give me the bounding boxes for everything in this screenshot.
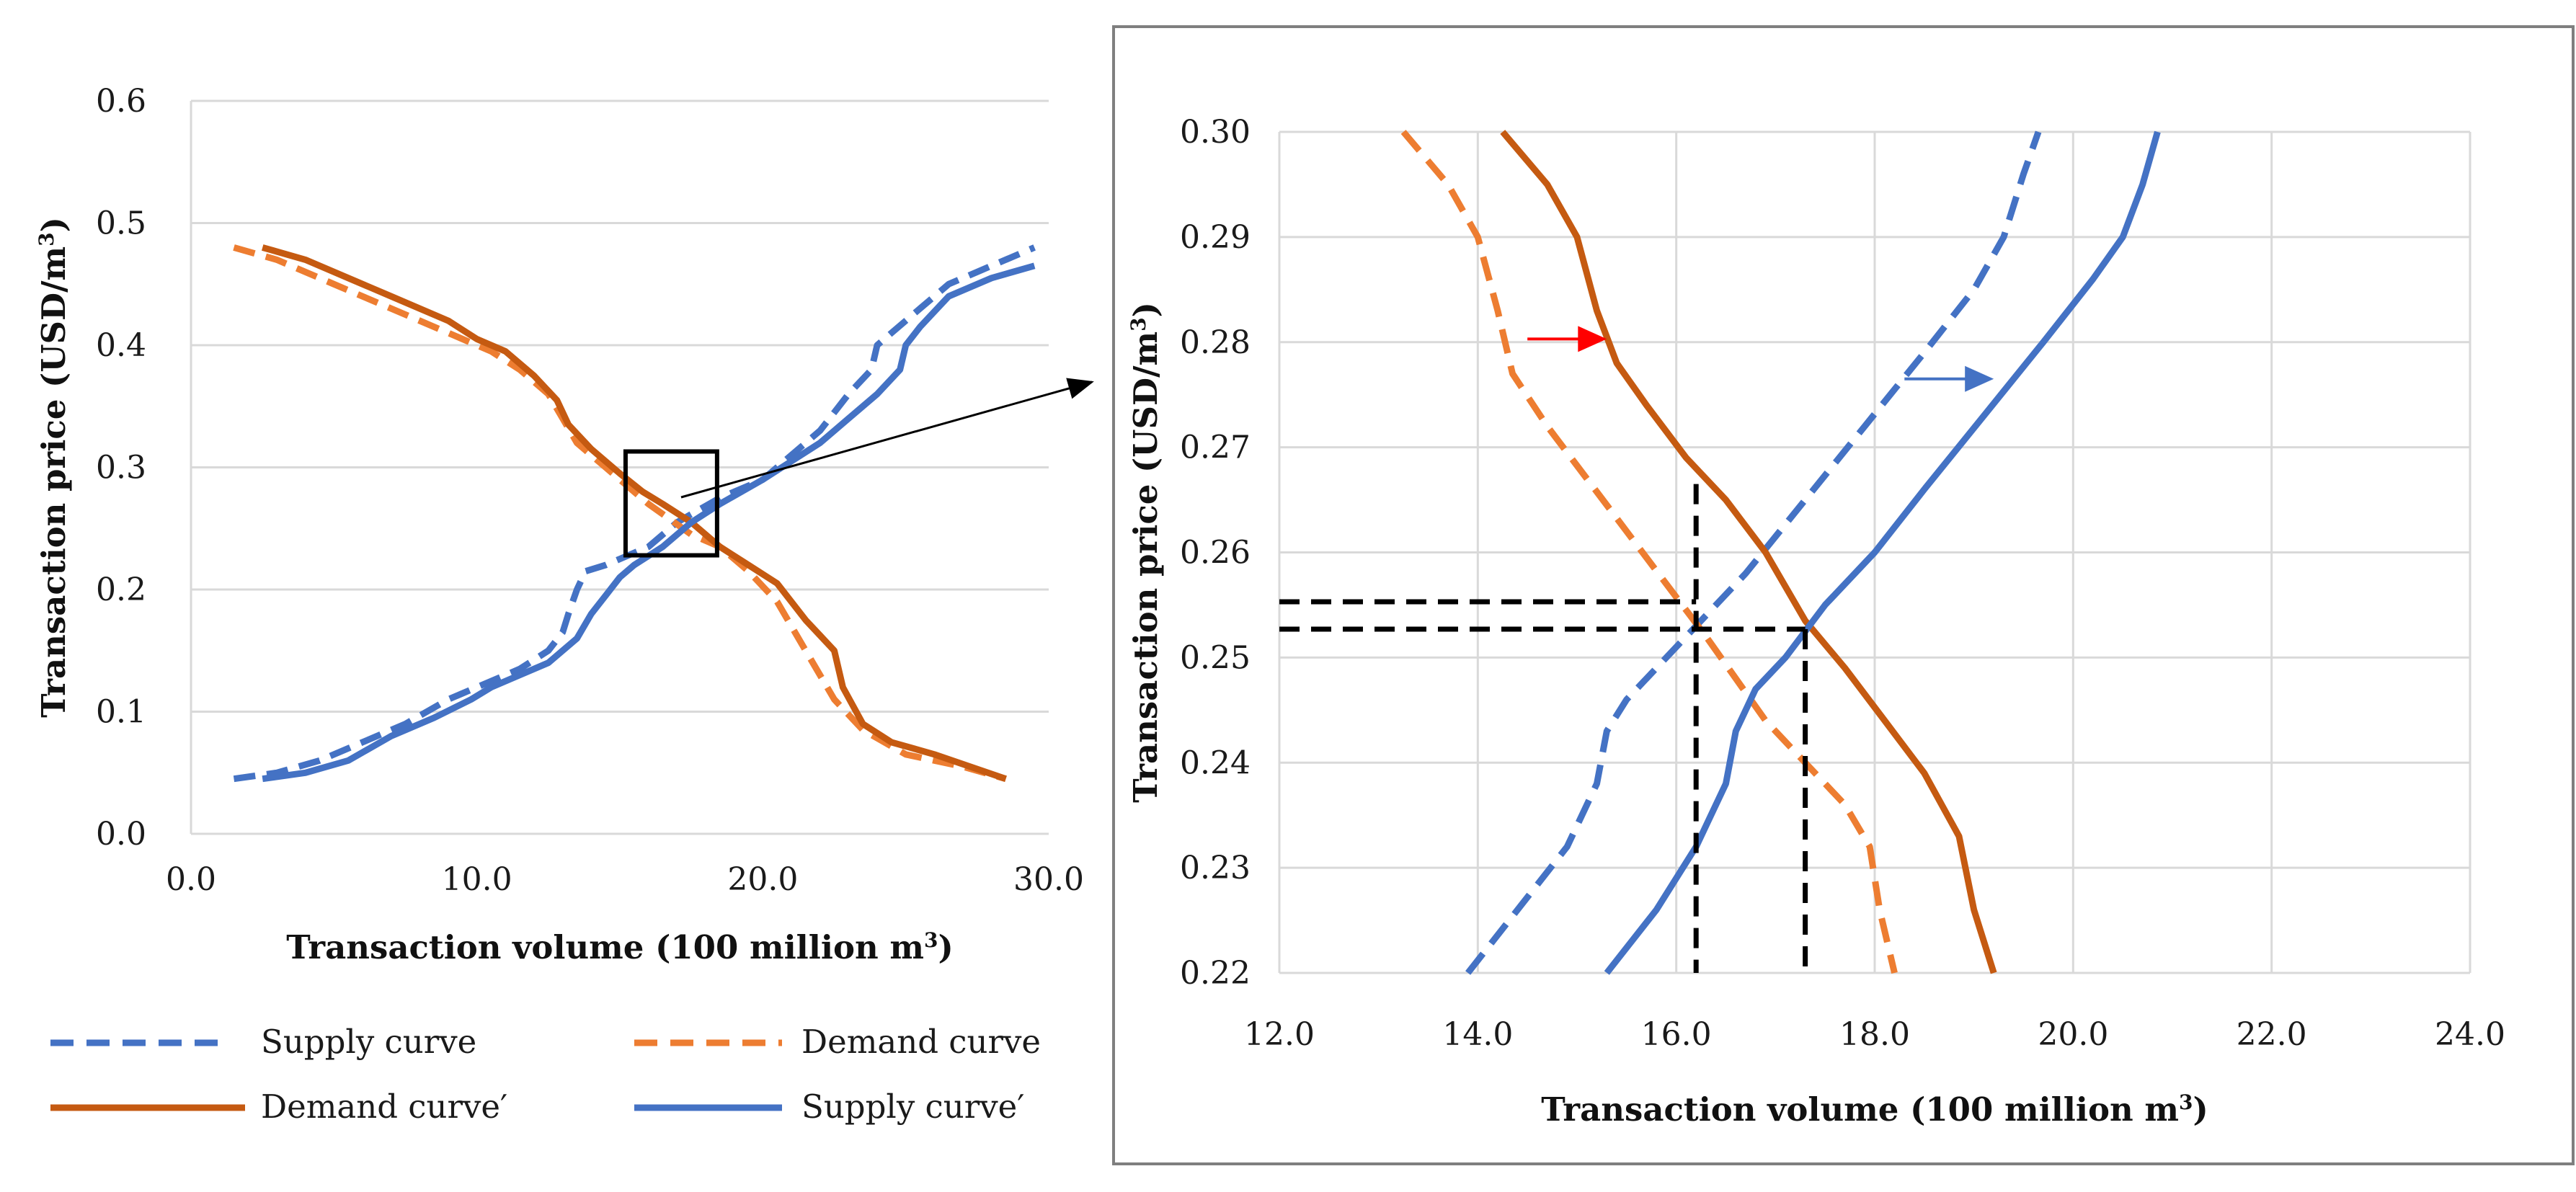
right-chart: 0.22 0.23 0.24 0.25 0.26 0.27 0.28 0.29 0.30 12.0… [1127, 114, 2505, 1129]
series-line-supply [233, 244, 1036, 783]
y-tick-label: 0.2 [96, 571, 146, 608]
series-line-supply-solid [262, 262, 1036, 783]
y-tick-label: 0.25 [1180, 639, 1251, 676]
legend-label-supply-prime: Supply curve′ [801, 1088, 1025, 1126]
left-x-axis-label: Transaction volume (100 million m3) [286, 928, 954, 967]
x-tick-label: 20.0 [2038, 1016, 2108, 1053]
x-label-end: ) [2193, 1090, 2208, 1129]
y-tick-label: 0.1 [96, 694, 146, 731]
x-tick-label: 12.0 [1244, 1016, 1315, 1053]
zoom-box [623, 449, 719, 558]
right-chart-frame [1112, 25, 2575, 1165]
series-line-supply-solid [1604, 130, 2161, 975]
left-y-axis-label: Transaction price (USD/m3) [35, 217, 74, 718]
x-tick-label: 0.0 [166, 861, 216, 898]
left-series-group [233, 244, 1036, 783]
left-chart: 0.0 0.1 0.2 0.3 0.4 0.5 0.6 0.0 10.0 20.0 30.0 Tra… [35, 83, 1084, 966]
legend-label-demand-prime: Demand curve′ [261, 1088, 507, 1126]
x-label-superscript: 3 [2179, 1090, 2193, 1114]
zoom-connector-arrow [680, 378, 1094, 499]
y-tick-label: 0.23 [1180, 850, 1251, 886]
y-label-text: Transaction price (USD/m [35, 246, 73, 718]
right-x-axis-label: Transaction volume (100 million m3) [1541, 1090, 2208, 1129]
x-tick-label: 16.0 [1641, 1016, 1712, 1053]
series-line-demand-dashed [233, 244, 1007, 783]
right-gridlines [1278, 130, 2471, 974]
y-label-superscript: 3 [35, 232, 58, 246]
y-label-end: ) [35, 217, 73, 232]
x-label-text: Transaction volume (100 million m [1541, 1090, 2179, 1129]
y-tick-label: 0.27 [1180, 430, 1251, 466]
series-line-demand-solid [261, 244, 1007, 782]
y-tick-label: 0.30 [1180, 114, 1251, 151]
y-tick-label: 0.28 [1180, 324, 1251, 361]
x-label-superscript: 3 [924, 928, 938, 952]
right-series-group [1400, 130, 2161, 975]
y-label-end: ) [1127, 302, 1165, 317]
legend-label-demand: Demand curve [801, 1023, 1041, 1061]
left-gridlines [190, 99, 1049, 835]
series-line-demand-solid [1500, 130, 1997, 974]
x-label-end: ) [938, 928, 953, 966]
x-tick-label: 10.0 [442, 861, 512, 898]
y-tick-label: 0.29 [1180, 219, 1251, 256]
left-tick-labels: 0.0 0.1 0.2 0.3 0.4 0.5 0.6 0.0 10.0 20.0 30.0 [96, 83, 1084, 898]
x-tick-label: 24.0 [2435, 1016, 2505, 1053]
shift-arrow-head [1578, 326, 1607, 352]
y-tick-label: 0.3 [96, 450, 146, 486]
x-tick-label: 20.0 [727, 861, 798, 898]
y-label-text: Transaction price (USD/m [1127, 332, 1165, 803]
x-label-text: Transaction volume (100 million m [286, 928, 924, 966]
y-tick-label: 0.5 [96, 205, 146, 242]
y-label-superscript: 3 [1127, 317, 1150, 331]
right-y-axis-label: Transaction price (USD/m3) [1127, 302, 1165, 803]
legend-label-supply: Supply curve [261, 1023, 476, 1061]
series-line-supply [1465, 130, 2042, 975]
shift-arrows [1527, 326, 1994, 392]
x-tick-label: 14.0 [1442, 1016, 1513, 1053]
equilibrium-guides [1279, 484, 1808, 973]
shift-arrow-head [1965, 365, 1994, 392]
x-tick-label: 30.0 [1013, 861, 1084, 898]
y-tick-label: 0.24 [1180, 744, 1251, 781]
right-tick-labels: 0.22 0.23 0.24 0.25 0.26 0.27 0.28 0.29 0.30 12.0… [1180, 114, 2505, 1053]
x-tick-label: 18.0 [1839, 1016, 1910, 1053]
y-tick-label: 0.0 [96, 816, 146, 853]
legend: Supply curve Demand curve Demand curve′ … [50, 1023, 1041, 1126]
y-tick-label: 0.6 [96, 83, 146, 120]
x-tick-label: 22.0 [2237, 1016, 2307, 1053]
series-line-demand-dashed [1400, 130, 1898, 974]
y-tick-label: 0.26 [1180, 535, 1251, 571]
y-tick-label: 0.4 [96, 327, 146, 364]
y-tick-label: 0.22 [1180, 955, 1251, 992]
